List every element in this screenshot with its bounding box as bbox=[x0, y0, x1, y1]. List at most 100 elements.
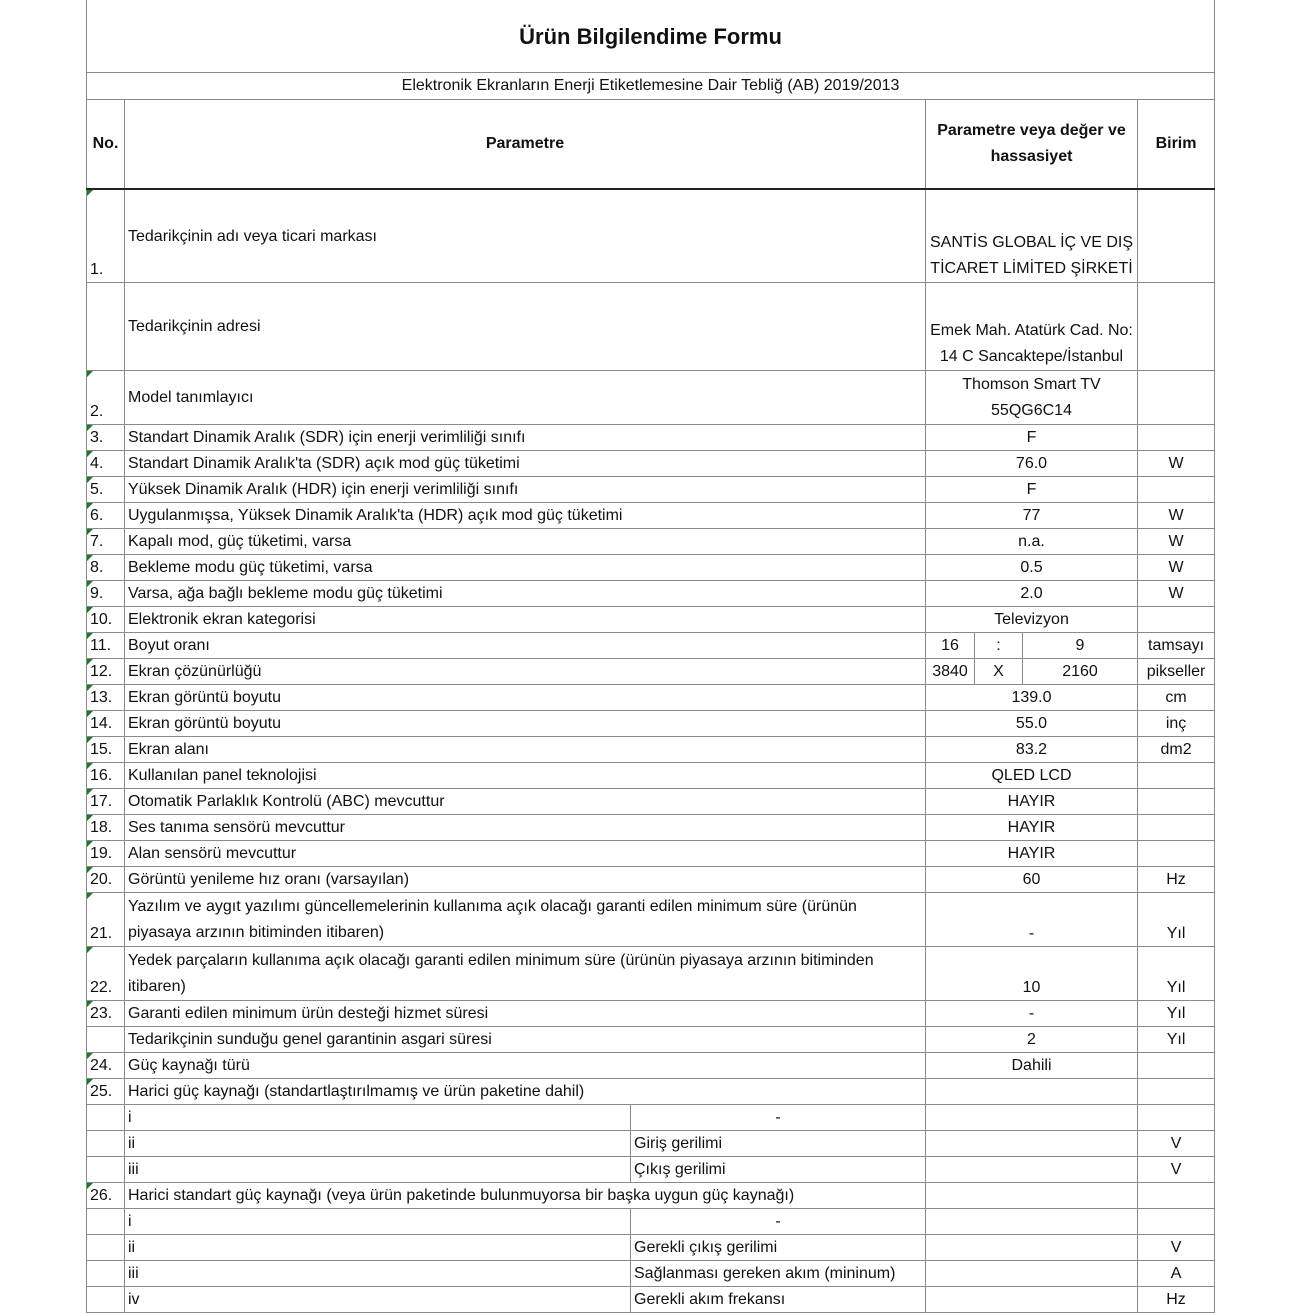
row-number: 9. bbox=[86, 580, 125, 607]
parameter-value: - bbox=[925, 1000, 1138, 1027]
parameter-value: QLED LCD bbox=[925, 762, 1138, 789]
parameter-label: Güç kaynağı türü bbox=[124, 1052, 926, 1079]
unit bbox=[1136, 1182, 1216, 1209]
row-number: 22. bbox=[86, 946, 125, 1001]
unit: W bbox=[1136, 580, 1216, 607]
parameter-label: Tedarikçinin sunduğu genel garantinin as… bbox=[124, 1026, 926, 1053]
parameter-value bbox=[925, 1104, 1138, 1131]
parameter-label: Varsa, ağa bağlı bekleme modu güç tüketi… bbox=[124, 580, 926, 607]
unit: pikseller bbox=[1136, 658, 1216, 685]
parameter-label: Ekran görüntü boyutu bbox=[124, 710, 926, 737]
parameter-value bbox=[925, 1182, 1138, 1209]
sub-parameter-label: - bbox=[630, 1104, 926, 1131]
row-number bbox=[86, 1156, 125, 1183]
table-row: 26. Harici standart güç kaynağı (veya ürü… bbox=[86, 1182, 1216, 1209]
unit: Yıl bbox=[1136, 892, 1216, 947]
table-row: 5. Yüksek Dinamik Aralık (HDR) için enerj… bbox=[86, 476, 1216, 503]
sub-item-label: ii bbox=[124, 1130, 631, 1157]
parameter-label: Harici standart güç kaynağı (veya ürün p… bbox=[124, 1182, 926, 1209]
table-row: 21. Yazılım ve aygıt yazılımı güncellemel… bbox=[86, 892, 1216, 947]
row-number: 10. bbox=[86, 606, 125, 633]
row-number: 25. bbox=[86, 1078, 125, 1105]
value-part-1: 16 bbox=[925, 632, 975, 659]
table-row: iii Çıkış gerilimi V bbox=[86, 1156, 1216, 1183]
parameter-label: Boyut oranı bbox=[124, 632, 926, 659]
form-subtitle: Elektronik Ekranların Enerji Etiketlemes… bbox=[85, 72, 1216, 100]
table-row: 17. Otomatik Parlaklık Kontrolü (ABC) mev… bbox=[86, 788, 1216, 815]
unit bbox=[1136, 1052, 1216, 1079]
table-row: 23. Garanti edilen minimum ürün desteği h… bbox=[86, 1000, 1216, 1027]
parameter-value bbox=[925, 1078, 1138, 1105]
row-number: 21. bbox=[86, 892, 125, 947]
row-number: 15. bbox=[86, 736, 125, 763]
parameter-value: 77 bbox=[925, 502, 1138, 529]
unit: tamsayı bbox=[1136, 632, 1216, 659]
row-number: 19. bbox=[86, 840, 125, 867]
parameter-label: Kapalı mod, güç tüketimi, varsa bbox=[124, 528, 926, 555]
unit bbox=[1136, 424, 1216, 451]
sub-item-label: iii bbox=[124, 1156, 631, 1183]
value-part-2: 9 bbox=[1022, 632, 1138, 659]
table-row: Tedarikçinin adresi Emek Mah. Atatürk Cad… bbox=[86, 282, 1216, 371]
row-number: 13. bbox=[86, 684, 125, 711]
table-row: i- bbox=[86, 1104, 1216, 1131]
parameter-label: Standart Dinamik Aralık'ta (SDR) açık mo… bbox=[124, 450, 926, 477]
parameter-label: Tedarikçinin adresi bbox=[124, 282, 926, 371]
parameter-label: Kullanılan panel teknolojisi bbox=[124, 762, 926, 789]
value-separator: : bbox=[974, 632, 1023, 659]
unit: V bbox=[1136, 1130, 1216, 1157]
parameter-value: Televizyon bbox=[925, 606, 1138, 633]
row-number: 20. bbox=[86, 866, 125, 893]
row-number: 4. bbox=[86, 450, 125, 477]
row-number bbox=[86, 1208, 125, 1235]
unit: cm bbox=[1136, 684, 1216, 711]
table-row: 9. Varsa, ağa bağlı bekleme modu güç tüke… bbox=[86, 580, 1216, 607]
sub-parameter-label: Sağlanması gereken akım (mininum) bbox=[630, 1260, 926, 1287]
parameter-label: Model tanımlayıcı bbox=[124, 370, 926, 425]
parameter-label: Ekran çözünürlüğü bbox=[124, 658, 926, 685]
parameter-value: 55.0 bbox=[925, 710, 1138, 737]
row-number: 5. bbox=[86, 476, 125, 503]
row-number: 8. bbox=[86, 554, 125, 581]
unit bbox=[1136, 476, 1216, 503]
parameter-label: Standart Dinamik Aralık (SDR) için enerj… bbox=[124, 424, 926, 451]
parameter-value bbox=[925, 1260, 1138, 1287]
table-row: 6. Uygulanmışsa, Yüksek Dinamik Aralık'ta… bbox=[86, 502, 1216, 529]
unit bbox=[1136, 1104, 1216, 1131]
parameter-value bbox=[925, 1130, 1138, 1157]
table-row: 3. Standart Dinamik Aralık (SDR) için ene… bbox=[86, 424, 1216, 451]
parameter-value: 2 bbox=[925, 1026, 1138, 1053]
table-row: 22. Yedek parçaların kullanıma açık olaca… bbox=[86, 946, 1216, 1001]
parameter-label: Elektronik ekran kategorisi bbox=[124, 606, 926, 633]
parameter-value: SANTİS GLOBAL İÇ VE DIŞ TİCARET LİMİTED … bbox=[925, 188, 1138, 283]
sub-item-label: i bbox=[124, 1104, 631, 1131]
parameter-value: F bbox=[925, 424, 1138, 451]
parameter-label: Yüksek Dinamik Aralık (HDR) için enerji … bbox=[124, 476, 926, 503]
unit: V bbox=[1136, 1156, 1216, 1183]
table-row: i- bbox=[86, 1208, 1216, 1235]
row-number bbox=[86, 1234, 125, 1261]
table-row: 8. Bekleme modu güç tüketimi, varsa 0.5 W bbox=[86, 554, 1216, 581]
parameter-value: 76.0 bbox=[925, 450, 1138, 477]
unit: Hz bbox=[1136, 866, 1216, 893]
sub-item-label: iii bbox=[124, 1260, 631, 1287]
parameter-value: HAYIR bbox=[925, 840, 1138, 867]
unit bbox=[1136, 1078, 1216, 1105]
unit bbox=[1136, 788, 1216, 815]
unit: Yıl bbox=[1136, 1000, 1216, 1027]
header-parameter: Parametre bbox=[124, 99, 926, 190]
table-row: 11. Boyut oranı 16:9 tamsayı bbox=[86, 632, 1216, 659]
form-title: Ürün Bilgilendime Formu bbox=[85, 0, 1216, 73]
row-number bbox=[86, 1260, 125, 1287]
table-row: 13. Ekran görüntü boyutu 139.0 cm bbox=[86, 684, 1216, 711]
unit: A bbox=[1136, 1260, 1216, 1287]
sub-parameter-label: - bbox=[630, 1208, 926, 1235]
row-number: 18. bbox=[86, 814, 125, 841]
table-row: Tedarikçinin sunduğu genel garantinin as… bbox=[86, 1026, 1216, 1053]
table-row: 14. Ekran görüntü boyutu 55.0 inç bbox=[86, 710, 1216, 737]
sub-item-label: iv bbox=[124, 1286, 631, 1313]
parameter-value: 10 bbox=[925, 946, 1138, 1001]
parameter-label: Bekleme modu güç tüketimi, varsa bbox=[124, 554, 926, 581]
table-row: 4. Standart Dinamik Aralık'ta (SDR) açık … bbox=[86, 450, 1216, 477]
sub-parameter-label: Çıkış gerilimi bbox=[630, 1156, 926, 1183]
